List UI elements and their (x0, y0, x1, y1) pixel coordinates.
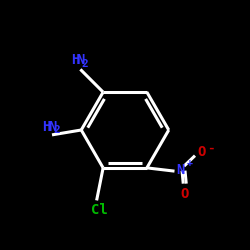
Text: N: N (76, 53, 85, 67)
Text: O: O (197, 146, 205, 160)
Text: Cl: Cl (91, 203, 108, 217)
Text: +: + (187, 158, 193, 168)
Text: H: H (71, 53, 79, 67)
Text: 2: 2 (53, 126, 60, 136)
Text: H: H (42, 120, 51, 134)
Text: N: N (48, 120, 56, 134)
Text: -: - (207, 142, 214, 155)
Text: O: O (180, 188, 189, 202)
Text: N: N (176, 163, 185, 177)
Text: 2: 2 (82, 59, 88, 69)
